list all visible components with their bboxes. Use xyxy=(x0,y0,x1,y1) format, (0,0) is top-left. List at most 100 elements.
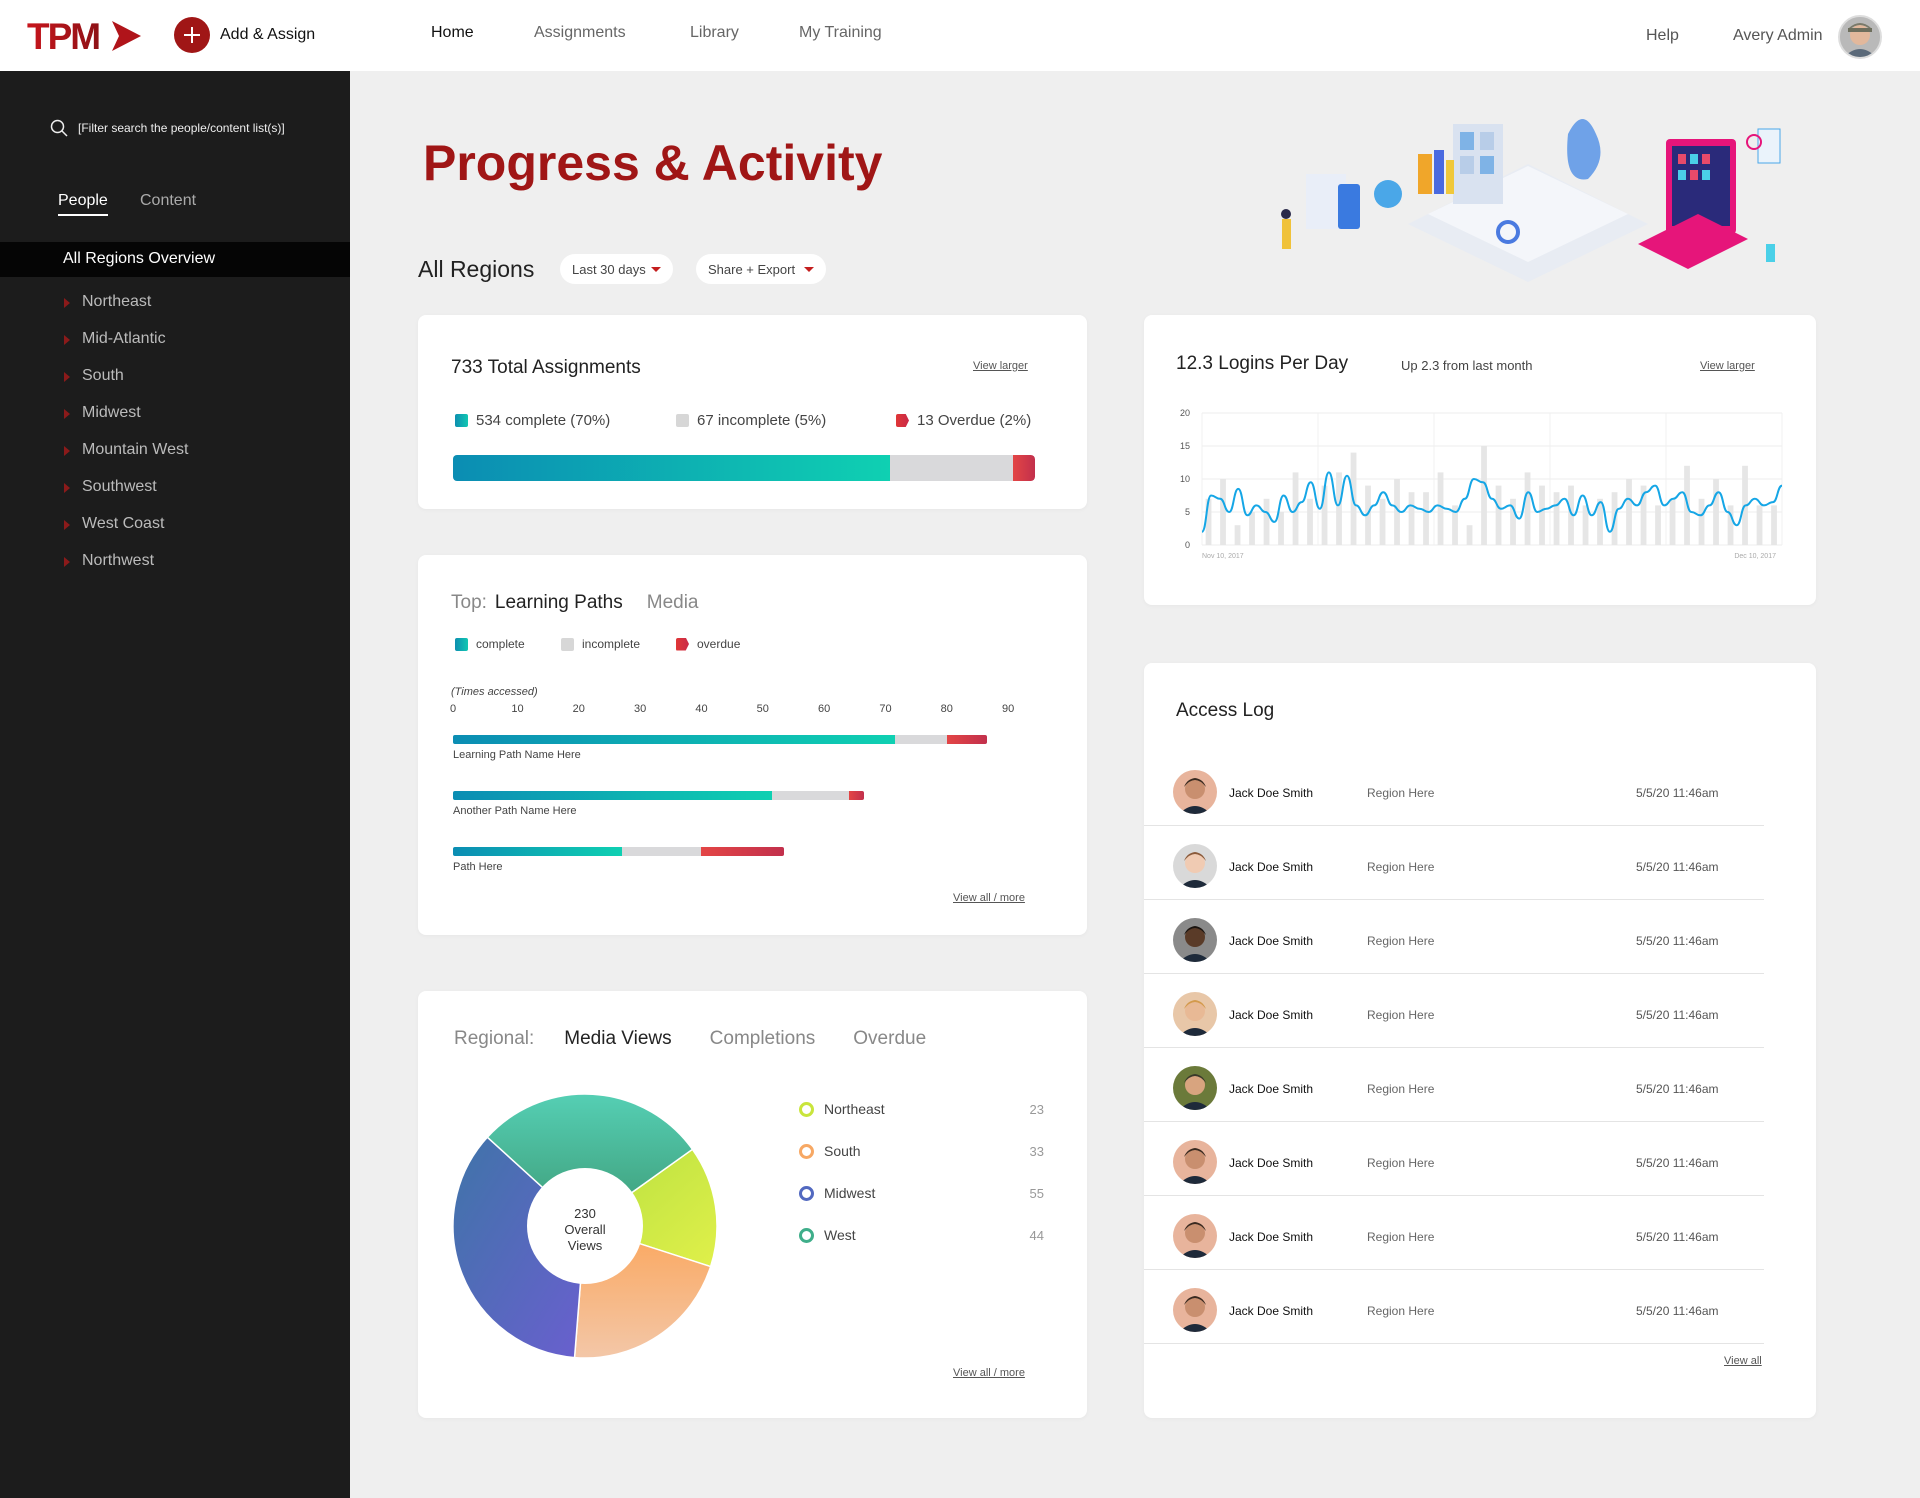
login-bar[interactable] xyxy=(1553,492,1560,545)
sidebar-item-west-coast[interactable]: West Coast xyxy=(64,515,188,552)
person-avatar-icon xyxy=(1173,918,1217,962)
sidebar-item-northwest[interactable]: Northwest xyxy=(64,552,188,589)
help-link[interactable]: Help xyxy=(1646,27,1679,44)
pie-slice-midwest[interactable] xyxy=(453,1136,586,1358)
login-bar[interactable] xyxy=(1713,479,1719,545)
login-bar[interactable] xyxy=(1669,498,1676,545)
login-bar[interactable] xyxy=(1495,485,1502,545)
login-bar[interactable] xyxy=(1524,472,1531,545)
date-range-dropdown[interactable]: Last 30 days xyxy=(560,254,673,284)
tab-people[interactable]: People xyxy=(58,192,108,216)
login-bar[interactable] xyxy=(1394,479,1400,545)
sidebar-search[interactable]: [Filter search the people/content list(s… xyxy=(50,119,285,137)
user-name[interactable]: Avery Admin xyxy=(1733,27,1823,44)
login-bar[interactable] xyxy=(1365,485,1371,545)
nav-assignments[interactable]: Assignments xyxy=(534,24,626,41)
access-log-row[interactable]: Jack Doe Smith Region Here 5/5/20 11:46am xyxy=(1144,1270,1764,1344)
path-bar[interactable] xyxy=(453,847,785,856)
login-bar[interactable] xyxy=(1205,498,1212,545)
sidebar-item-southwest[interactable]: Southwest xyxy=(64,478,188,515)
add-assign-button[interactable]: Add & Assign xyxy=(174,17,315,53)
path-name[interactable]: Another Path Name Here xyxy=(453,805,577,817)
region-label: Mountain West xyxy=(82,441,189,458)
tab-learning-paths[interactable]: Learning Paths xyxy=(494,592,623,613)
x-tick-label: 50 xyxy=(756,703,769,715)
login-bar[interactable] xyxy=(1249,512,1255,545)
login-bar[interactable] xyxy=(1278,512,1284,545)
login-bar[interactable] xyxy=(1307,498,1313,545)
assignments-view-larger-link[interactable]: View larger xyxy=(973,360,1028,372)
sidebar-item-mid-atlantic[interactable]: Mid-Atlantic xyxy=(64,330,188,367)
nav-library[interactable]: Library xyxy=(690,24,739,41)
legend-item-midwest[interactable]: Midwest 55 xyxy=(799,1185,1044,1201)
login-bar[interactable] xyxy=(1510,498,1516,545)
sidebar-item-south[interactable]: South xyxy=(64,367,188,404)
legend-item-south[interactable]: South 33 xyxy=(799,1143,1044,1159)
person-region: Region Here xyxy=(1367,860,1435,874)
tab-completions[interactable]: Completions xyxy=(709,1028,816,1049)
access-log-row[interactable]: Jack Doe Smith Region Here 5/5/20 11:46am xyxy=(1144,752,1764,826)
login-bar[interactable] xyxy=(1423,492,1429,545)
sidebar-item-all-regions[interactable]: All Regions Overview xyxy=(0,242,350,277)
login-bar[interactable] xyxy=(1220,479,1226,545)
share-export-dropdown[interactable]: Share + Export xyxy=(696,254,827,284)
login-bar[interactable] xyxy=(1408,492,1415,545)
path-name[interactable]: Path Here xyxy=(453,861,503,873)
access-log-row[interactable]: Jack Doe Smith Region Here 5/5/20 11:46am xyxy=(1144,974,1764,1048)
login-bar[interactable] xyxy=(1698,498,1705,545)
person-name: Jack Doe Smith xyxy=(1229,1008,1314,1022)
nav-my-training[interactable]: My Training xyxy=(799,24,882,41)
legend-item-west[interactable]: West 44 xyxy=(799,1227,1044,1243)
login-bar[interactable] xyxy=(1437,472,1444,545)
login-bar[interactable] xyxy=(1379,498,1386,545)
login-bar[interactable] xyxy=(1336,472,1342,545)
incomplete-swatch xyxy=(561,637,574,651)
sidebar-item-mountain-west[interactable]: Mountain West xyxy=(64,441,188,478)
access-log-row[interactable]: Jack Doe Smith Region Here 5/5/20 11:46am xyxy=(1144,1122,1764,1196)
overdue-swatch xyxy=(896,414,909,427)
login-bar[interactable] xyxy=(1234,525,1241,545)
regional-view-all-link[interactable]: View all / more xyxy=(953,1367,1025,1379)
tpm-logo[interactable]: TPM xyxy=(27,18,141,54)
login-bar[interactable] xyxy=(1597,498,1603,545)
pie-slice-northeast[interactable] xyxy=(583,1148,717,1268)
sidebar-item-northeast[interactable]: Northeast xyxy=(64,293,188,330)
path-bar[interactable] xyxy=(453,735,987,744)
path-bar[interactable] xyxy=(453,791,864,800)
login-bar[interactable] xyxy=(1626,479,1632,545)
login-bar[interactable] xyxy=(1756,505,1763,545)
path-name[interactable]: Learning Path Name Here xyxy=(453,749,581,761)
tab-overdue[interactable]: Overdue xyxy=(853,1028,927,1049)
login-bar[interactable] xyxy=(1727,505,1734,545)
tab-content[interactable]: Content xyxy=(140,192,197,209)
login-bar[interactable] xyxy=(1452,505,1458,545)
access-log-row[interactable]: Jack Doe Smith Region Here 5/5/20 11:46am xyxy=(1144,900,1764,974)
access-log-row[interactable]: Jack Doe Smith Region Here 5/5/20 11:46am xyxy=(1144,1048,1764,1122)
access-log-row[interactable]: Jack Doe Smith Region Here 5/5/20 11:46am xyxy=(1144,826,1764,900)
login-bar[interactable] xyxy=(1582,505,1589,545)
login-bar[interactable] xyxy=(1655,505,1661,545)
sidebar-item-midwest[interactable]: Midwest xyxy=(64,404,188,441)
user-avatar[interactable] xyxy=(1838,15,1882,59)
paths-view-all-link[interactable]: View all / more xyxy=(953,892,1025,904)
login-bar[interactable] xyxy=(1321,485,1328,545)
search-input[interactable]: [Filter search the people/content list(s… xyxy=(78,121,285,135)
plus-icon xyxy=(174,17,210,53)
login-bar[interactable] xyxy=(1466,525,1473,545)
tab-media-views[interactable]: Media Views xyxy=(564,1028,672,1049)
dropdown-caret-icon xyxy=(650,266,661,272)
caret-right-icon xyxy=(64,446,70,456)
access-log-view-all-link[interactable]: View all xyxy=(1724,1355,1762,1367)
access-log-row[interactable]: Jack Doe Smith Region Here 5/5/20 11:46am xyxy=(1144,1196,1764,1270)
login-bar[interactable] xyxy=(1481,446,1487,545)
login-bar[interactable] xyxy=(1539,485,1545,545)
legend-item-northeast[interactable]: Northeast 23 xyxy=(799,1101,1044,1117)
login-bar[interactable] xyxy=(1568,485,1574,545)
login-bar[interactable] xyxy=(1640,485,1647,545)
pie-slice-west[interactable] xyxy=(486,1094,694,1227)
logins-view-larger-link[interactable]: View larger xyxy=(1700,360,1755,372)
login-bar[interactable] xyxy=(1771,505,1777,545)
login-bar[interactable] xyxy=(1263,498,1270,545)
nav-home[interactable]: Home xyxy=(431,24,474,41)
tab-media[interactable]: Media xyxy=(646,592,699,613)
